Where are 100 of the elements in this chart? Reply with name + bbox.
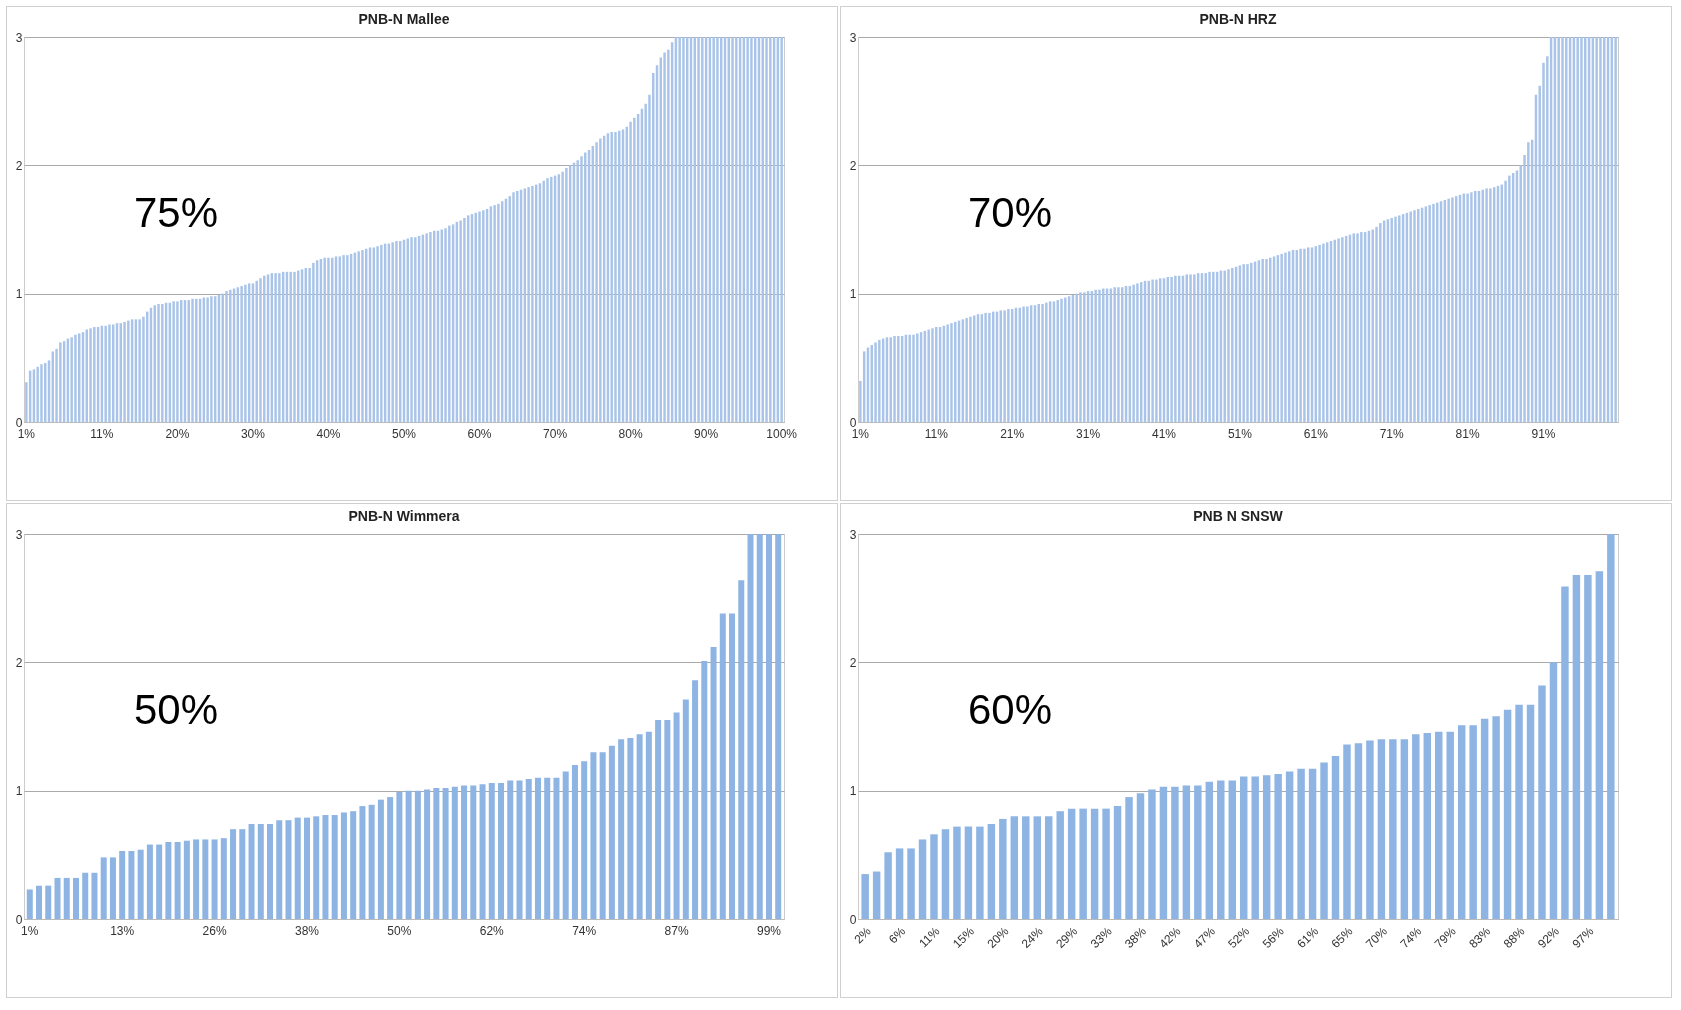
bar	[999, 818, 1007, 919]
bar	[161, 303, 164, 422]
bar	[451, 786, 458, 919]
x-tick-label: 88%	[1500, 923, 1528, 951]
bar	[953, 826, 961, 919]
bar	[267, 824, 274, 919]
bar	[507, 780, 514, 919]
bar	[682, 37, 685, 422]
bar	[1022, 816, 1030, 919]
bar	[138, 319, 141, 422]
x-tick-label: 20%	[984, 923, 1012, 951]
bar	[488, 782, 495, 919]
bar	[137, 849, 144, 919]
bar	[240, 285, 243, 422]
bar	[629, 121, 632, 422]
bar	[183, 840, 190, 919]
y-tick-label: 2	[849, 158, 857, 173]
bar	[1318, 244, 1321, 422]
bar	[127, 320, 130, 422]
bar	[550, 176, 553, 422]
bar	[1527, 142, 1530, 422]
bar	[571, 765, 578, 919]
bar	[1451, 197, 1454, 422]
bar	[323, 257, 326, 422]
bar	[1208, 271, 1211, 422]
bar	[1412, 734, 1420, 919]
bar	[1576, 37, 1579, 422]
bar	[701, 661, 708, 919]
x-tick-label: 20%	[165, 426, 190, 441]
bar	[108, 324, 111, 422]
bar	[1284, 252, 1287, 422]
x-tick-label: 74%	[572, 923, 597, 938]
bar	[861, 874, 869, 919]
bar	[176, 301, 179, 422]
bar	[498, 782, 505, 919]
bar	[1079, 292, 1082, 422]
bar	[516, 780, 523, 919]
bar	[1375, 226, 1378, 422]
bar	[45, 885, 52, 919]
bar	[1182, 785, 1191, 919]
bar	[599, 138, 602, 422]
bar	[206, 297, 209, 422]
bar	[988, 312, 991, 422]
bar	[1538, 685, 1546, 919]
x-tick-label: 33%	[1087, 923, 1115, 951]
bar	[1428, 205, 1431, 422]
bar	[289, 271, 292, 422]
bar	[1584, 575, 1592, 919]
bar	[59, 342, 62, 422]
bar	[1102, 288, 1105, 422]
bar	[239, 829, 246, 919]
bar	[1607, 534, 1615, 919]
x-tick-label: 11%	[924, 426, 949, 441]
bar	[719, 613, 726, 919]
bar	[1447, 198, 1450, 422]
bar	[1090, 808, 1099, 919]
bar	[1356, 233, 1359, 422]
chart-title: PNB N SNSW	[1193, 508, 1284, 524]
bar	[1595, 37, 1598, 422]
chart-title: PNB-N HRZ	[1199, 11, 1277, 27]
bar	[377, 799, 384, 919]
bar	[123, 321, 126, 422]
annotation: 70%	[967, 189, 1053, 237]
y-tick-label: 2	[849, 655, 857, 670]
x-tick-label: 29%	[1053, 923, 1081, 951]
bar	[1026, 306, 1029, 422]
bar	[1469, 725, 1477, 919]
bar	[248, 824, 255, 919]
bar	[1262, 775, 1271, 919]
bar	[941, 829, 950, 919]
bar	[257, 824, 264, 919]
bar	[1041, 303, 1044, 422]
bar	[590, 752, 597, 919]
bar	[1056, 300, 1059, 422]
bar	[580, 156, 583, 422]
bar	[1171, 786, 1179, 919]
bar	[678, 37, 681, 422]
bar	[1007, 309, 1010, 422]
bar	[1113, 287, 1116, 422]
bar	[1083, 292, 1086, 422]
bar	[645, 731, 652, 919]
bar	[1320, 762, 1328, 919]
bar	[931, 328, 934, 422]
bar	[633, 117, 636, 422]
bar	[63, 877, 70, 919]
bar	[1299, 248, 1302, 422]
bar	[1148, 789, 1156, 919]
bar	[1371, 229, 1374, 422]
y-tick-label: 3	[849, 527, 857, 542]
bar	[1098, 289, 1101, 422]
bar	[1341, 237, 1344, 422]
bar	[89, 328, 92, 422]
bar	[444, 228, 447, 422]
chart-title: PNB-N Mallee	[358, 11, 450, 27]
bar	[1409, 211, 1412, 422]
bar	[482, 210, 485, 422]
x-tick-label: 70%	[1362, 923, 1391, 951]
bar	[636, 734, 643, 919]
bar	[692, 680, 699, 919]
bar	[1212, 271, 1215, 422]
